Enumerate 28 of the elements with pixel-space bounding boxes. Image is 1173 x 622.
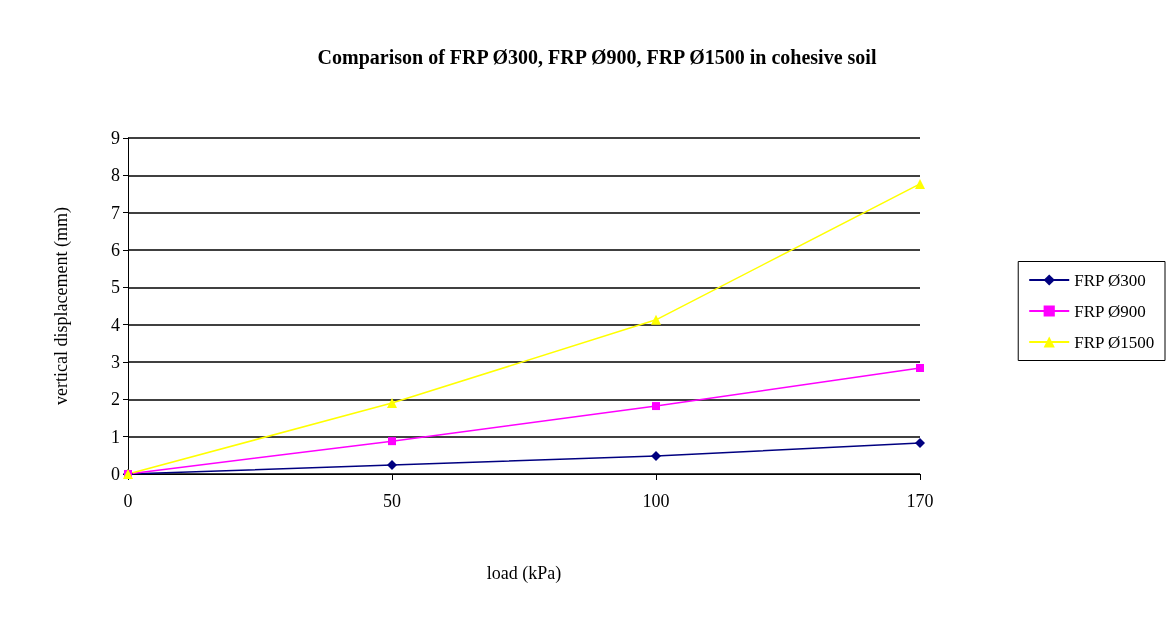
legend-label: FRP Ø300 bbox=[1074, 270, 1146, 290]
point bbox=[388, 437, 396, 446]
point bbox=[387, 398, 397, 409]
y-tick-label: 8 bbox=[111, 165, 120, 186]
point bbox=[651, 451, 661, 462]
legend-label: FRP Ø1500 bbox=[1074, 332, 1155, 352]
point bbox=[915, 438, 925, 449]
y-tick-label: 1 bbox=[111, 426, 120, 447]
y-tick-label: 9 bbox=[111, 128, 120, 148]
point bbox=[652, 402, 660, 411]
x-axis-title: load (kPa) bbox=[486, 563, 562, 584]
y-tick-label: 6 bbox=[111, 240, 120, 260]
y-tick-label: 5 bbox=[111, 277, 120, 298]
y-tick-label: 3 bbox=[111, 352, 120, 372]
x-tick-label: 170 bbox=[906, 491, 934, 511]
y-tick-label: 0 bbox=[111, 464, 120, 484]
point bbox=[915, 178, 925, 189]
legend-label: FRP Ø900 bbox=[1074, 301, 1146, 321]
x-tick-label: 100 bbox=[642, 491, 670, 511]
y-tick-label: 2 bbox=[111, 389, 120, 410]
y-tick-label: 4 bbox=[111, 314, 120, 335]
y-axis-title: vertical displacement (mm) bbox=[51, 207, 72, 405]
point bbox=[916, 363, 924, 372]
point bbox=[387, 460, 397, 471]
chart-title: Comparison of FRP Ø300, FRP Ø900, FRP Ø1500 in cohesive soil bbox=[317, 46, 877, 69]
point bbox=[651, 314, 661, 325]
x-tick-label: 50 bbox=[383, 491, 401, 511]
y-tick-label: 7 bbox=[111, 202, 120, 223]
